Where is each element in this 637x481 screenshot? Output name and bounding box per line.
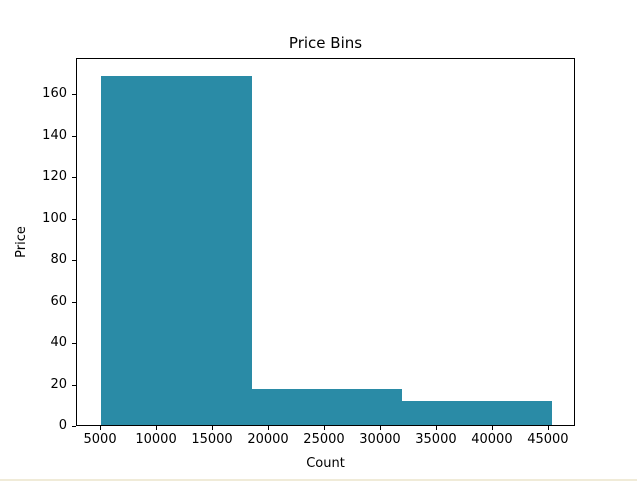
y-tick-label: 120	[42, 169, 67, 185]
y-tick-mark	[72, 218, 76, 220]
x-tick-mark	[100, 426, 102, 430]
x-tick-label: 5000	[83, 432, 117, 447]
x-tick-label: 15000	[191, 432, 233, 447]
y-tick-label: 140	[42, 127, 67, 143]
x-tick-mark	[156, 426, 158, 430]
window-bottom-border	[0, 479, 637, 481]
y-tick-label: 80	[50, 252, 67, 268]
y-tick-label: 160	[42, 86, 67, 102]
y-tick-mark	[72, 301, 76, 303]
chart-title: Price Bins	[288, 34, 363, 52]
y-tick-label: 0	[58, 418, 67, 433]
y-axis-label: Price	[14, 226, 29, 258]
x-tick-mark	[491, 426, 493, 430]
y-tick-label: 100	[42, 210, 67, 226]
x-axis-label: Count	[306, 456, 345, 471]
y-tick-mark	[72, 135, 76, 137]
y-tick-mark	[72, 94, 76, 96]
y-tick-label: 60	[50, 293, 67, 309]
x-tick-mark	[379, 426, 381, 430]
x-tick-label: 35000	[415, 432, 457, 447]
x-tick-label: 25000	[303, 432, 345, 447]
y-tick-mark	[72, 260, 76, 262]
y-tick-mark	[72, 177, 76, 179]
x-tick-label: 20000	[247, 432, 289, 447]
x-tick-mark	[323, 426, 325, 430]
y-tick-label: 20	[50, 376, 67, 392]
x-tick-mark	[268, 426, 269, 430]
x-tick-label: 45000	[527, 432, 569, 447]
y-tick-mark	[72, 426, 76, 427]
y-tick-mark	[72, 343, 76, 345]
x-tick-label: 30000	[359, 432, 401, 447]
x-tick-label: 10000	[135, 432, 177, 447]
histogram-bar	[402, 401, 553, 425]
y-tick-label: 40	[50, 335, 67, 351]
x-tick-mark	[435, 426, 437, 430]
x-tick-mark	[547, 426, 549, 430]
histogram-bar	[101, 75, 252, 425]
x-tick-label: 40000	[471, 432, 513, 447]
histogram-bar	[251, 388, 403, 425]
plot-area	[76, 58, 575, 426]
x-tick-mark	[212, 426, 214, 430]
y-tick-mark	[72, 384, 76, 386]
